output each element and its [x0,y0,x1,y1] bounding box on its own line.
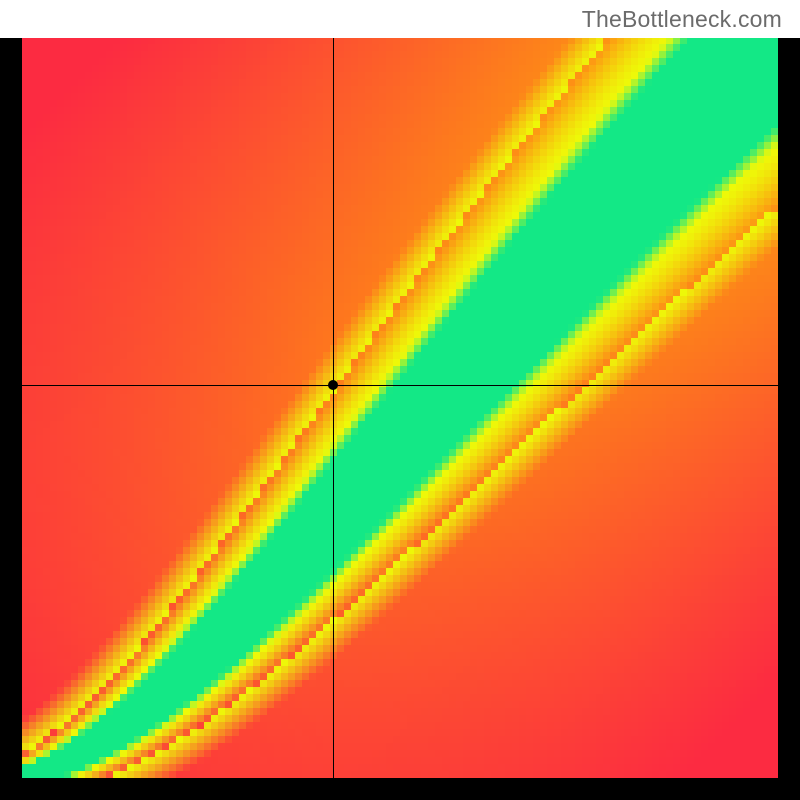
crosshair-vertical [333,38,334,778]
heatmap-plot [22,38,778,778]
watermark-text: TheBottleneck.com [582,6,782,33]
heatmap-canvas [22,38,778,778]
crosshair-horizontal [22,385,778,386]
plot-outer-frame [0,38,800,800]
